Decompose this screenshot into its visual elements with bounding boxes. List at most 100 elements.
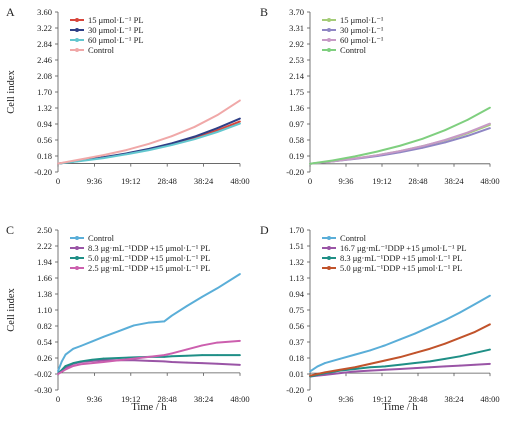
panel-c-data-point bbox=[91, 358, 94, 361]
panel-a-series-line bbox=[57, 120, 241, 165]
panel-c-data-point bbox=[216, 354, 219, 357]
panel-b-ytick-label: -0.20 bbox=[286, 167, 304, 177]
panel-c-data-point bbox=[132, 359, 135, 362]
panel-a-xtick-label: 38:24 bbox=[194, 176, 214, 186]
panel-d-ytick-label: 0.18 bbox=[289, 353, 304, 363]
panel-b-ytick-label: 0.19 bbox=[289, 151, 304, 161]
panel-d-data-point bbox=[384, 368, 386, 371]
panel-d-data-point bbox=[474, 303, 476, 306]
panel-d-data-point bbox=[444, 342, 446, 345]
panel-c-legend-marker bbox=[75, 256, 79, 260]
panel-c-ytick-label: 2.50 bbox=[37, 225, 52, 235]
panel-d-xtick-label: 48:00 bbox=[480, 394, 499, 404]
panel-c-xtick-label: 38:24 bbox=[194, 394, 214, 404]
panel-d-data-point bbox=[489, 323, 491, 326]
panel-c-data-point bbox=[102, 361, 105, 363]
panel-a-data-point bbox=[239, 122, 241, 125]
panel-b-legend-label: 60 μmol·L⁻¹ bbox=[340, 35, 384, 45]
panel-b-legend-marker bbox=[327, 28, 331, 32]
panel-c-legend-label: 5.0 μg·mL⁻¹DDP +15 μmol·L⁻¹ PL bbox=[88, 253, 210, 263]
panel-c-series-1 bbox=[57, 273, 241, 373]
panel-a-xtick-label: 0 bbox=[56, 176, 60, 186]
panel-d-xtick-label: 38:24 bbox=[444, 394, 464, 404]
panel-c-data-point bbox=[148, 321, 150, 324]
panel-b-data-point bbox=[354, 157, 356, 160]
panel-c-data-point bbox=[216, 287, 219, 290]
panel-c-xtick-label: 9:36 bbox=[87, 394, 102, 404]
panel-a-legend-marker bbox=[75, 18, 79, 22]
panel-d-data-point bbox=[429, 347, 431, 350]
panel-a-data-point bbox=[193, 135, 196, 138]
panel-b-data-point bbox=[489, 122, 491, 125]
panel-b-legend-label: 30 μmol·L⁻¹ bbox=[340, 25, 384, 35]
panel-d-legend-label: 5.0 μg·mL⁻¹DDP +15 μmol·L⁻¹ PL bbox=[340, 263, 462, 273]
panel-c-data-point bbox=[64, 368, 67, 371]
panel-b-data-point bbox=[444, 141, 446, 144]
panel-a-data-point bbox=[125, 153, 128, 156]
panel-d-ytick-label: 0.94 bbox=[289, 289, 305, 299]
panel-a-legend-label: Control bbox=[88, 45, 115, 55]
panel-d-xtick-label: 0 bbox=[308, 394, 312, 404]
panel-a-data-point bbox=[79, 160, 82, 162]
panel-b-series-line bbox=[309, 123, 491, 165]
panel-a-series-2 bbox=[57, 117, 241, 165]
panel-a-series-4 bbox=[57, 99, 241, 165]
panel-d-data-point bbox=[429, 360, 431, 363]
panel-d-data-point bbox=[429, 366, 431, 369]
panel-b-data-point bbox=[309, 162, 311, 165]
panel-c-label: C bbox=[6, 223, 14, 237]
panel-c-data-point bbox=[64, 353, 67, 356]
panel-d-series-line bbox=[309, 323, 491, 377]
panel-d-label: D bbox=[260, 223, 269, 237]
panel-a-ytick-label: 3.60 bbox=[37, 7, 52, 17]
panel-b-data-point bbox=[331, 159, 334, 162]
panel-b: B 3.70 3.31 2.92 2.53 2.14 1.75 1.36 0.97 0.58 0.1… bbox=[260, 5, 500, 186]
panel-d-data-point bbox=[399, 356, 401, 359]
panel-c-data-point bbox=[64, 365, 67, 367]
panel-a-data-point bbox=[216, 114, 219, 117]
panel-c-series-line bbox=[57, 359, 241, 375]
panel-c-data-point bbox=[163, 354, 166, 357]
panel-d-ytick-label: -0.20 bbox=[286, 385, 304, 395]
panel-c-ytick-label: -0.30 bbox=[34, 385, 52, 395]
panel-d-ytick-label: 1.70 bbox=[289, 225, 304, 235]
panel-b-data-point bbox=[466, 134, 469, 137]
panel-a-data-point bbox=[170, 142, 173, 145]
panel-c-data-point bbox=[60, 360, 63, 363]
panel-b-data-point bbox=[399, 144, 401, 147]
panel-d-series-1 bbox=[309, 294, 491, 373]
panel-b-legend-marker bbox=[327, 38, 331, 42]
panel-d-series-4 bbox=[309, 323, 491, 377]
panel-a-data-point bbox=[170, 135, 173, 138]
panel-c: C 2.50 2.22 1.94 1.66 1.38 1.10 0.82 0.54 0.26 -0.… bbox=[6, 223, 250, 413]
panel-c-ytick-label: 0.26 bbox=[37, 353, 52, 363]
panel-a-ytick-label: 1.70 bbox=[37, 87, 52, 97]
panel-b-data-point bbox=[489, 127, 491, 130]
panel-b-ytick-label: 1.36 bbox=[289, 103, 304, 113]
panel-c-data-point bbox=[239, 354, 241, 357]
panel-d-data-point bbox=[324, 373, 326, 376]
panel-d-data-point bbox=[339, 357, 341, 360]
panel-c-series-line bbox=[57, 354, 240, 375]
panel-c-xtick-label: 28:48 bbox=[158, 394, 177, 404]
panel-b-series-line bbox=[309, 122, 491, 165]
panel-a-legend-label: 30 μmol·L⁻¹ PL bbox=[88, 25, 144, 35]
panel-d-data-point bbox=[384, 344, 386, 347]
panel-c-ytick-label: 1.94 bbox=[37, 257, 53, 267]
panel-a-legend-marker bbox=[75, 28, 79, 32]
panel-c-data-point bbox=[102, 359, 105, 362]
panel-a-data-point bbox=[57, 162, 59, 165]
panel-d-data-point bbox=[324, 362, 326, 364]
panel-c-data-point bbox=[170, 355, 173, 358]
panel-d-data-point bbox=[459, 336, 461, 339]
panel-b-xtick-label: 48:00 bbox=[480, 176, 499, 186]
panel-c-data-point bbox=[201, 354, 203, 357]
panel-a-ytick-label: 1.32 bbox=[37, 103, 52, 113]
panel-b-series-1 bbox=[309, 123, 491, 165]
panel-c-data-point bbox=[239, 339, 241, 342]
panel-b-data-point bbox=[466, 131, 469, 134]
panel-c-data-point bbox=[216, 362, 219, 365]
panel-b-data-point bbox=[421, 145, 424, 148]
